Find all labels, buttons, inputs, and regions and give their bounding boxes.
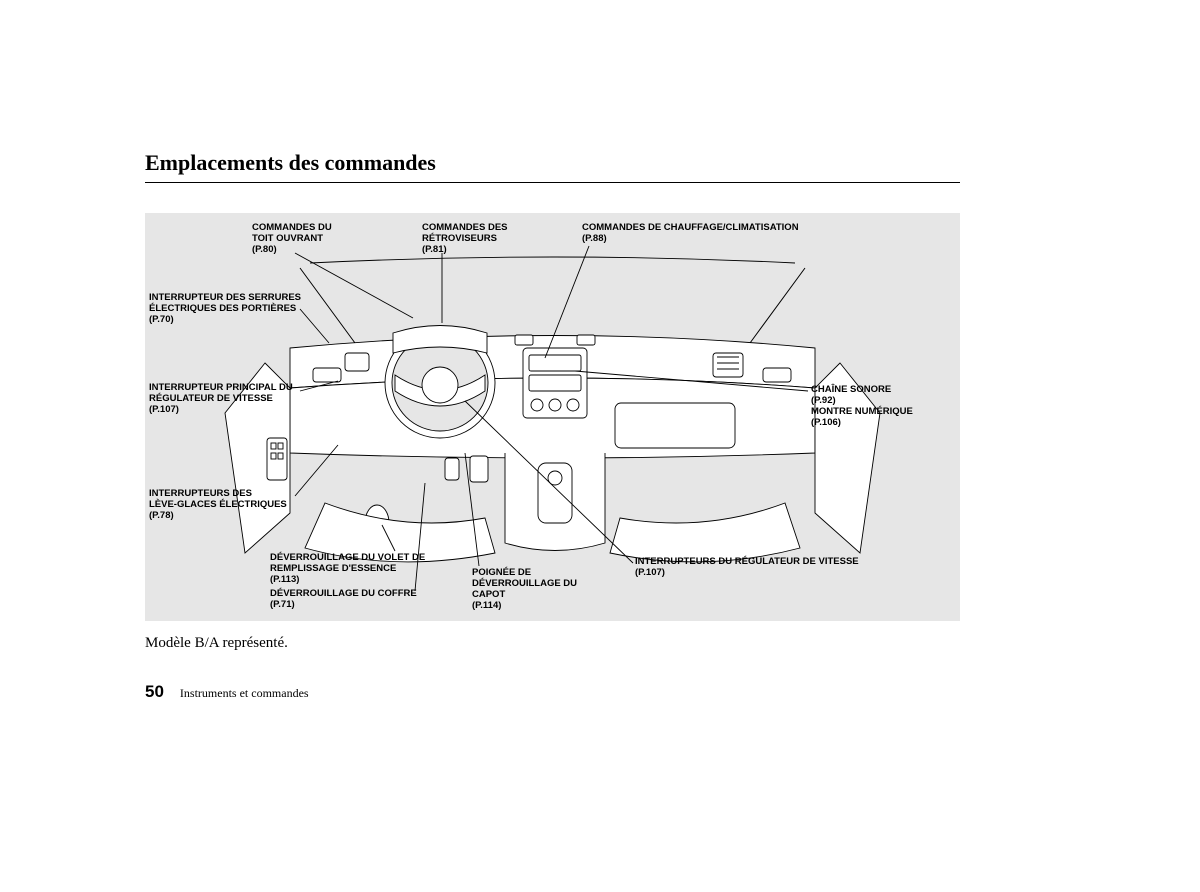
callout-mirrors: COMMANDES DES RÉTROVISEURS (P.81) bbox=[422, 223, 508, 256]
page-footer: 50 Instruments et commandes bbox=[145, 682, 960, 702]
callout-cruise-main: INTERRUPTEUR PRINCIPAL DU RÉGULATEUR DE … bbox=[149, 383, 293, 416]
page-number: 50 bbox=[145, 682, 164, 702]
callout-cruise-switches: INTERRUPTEURS DU RÉGULATEUR DE VITESSE (… bbox=[635, 557, 859, 579]
callout-windows: INTERRUPTEURS DES LÈVE-GLACES ÉLECTRIQUE… bbox=[149, 489, 287, 522]
callout-fuel: DÉVERROUILLAGE DU VOLET DE REMPLISSAGE D… bbox=[270, 553, 425, 586]
callout-doorlock: INTERRUPTEUR DES SERRURES ÉLECTRIQUES DE… bbox=[149, 293, 301, 326]
callout-hood: POIGNÉE DE DÉVERROUILLAGE DU CAPOT (P.11… bbox=[472, 568, 577, 612]
diagram-caption: Modèle B/A représenté. bbox=[145, 635, 960, 652]
callout-audio-clock: CHAÎNE SONORE (P.92) MONTRE NUMÉRIQUE (P… bbox=[811, 385, 913, 429]
callout-trunk: DÉVERROUILLAGE DU COFFRE (P.71) bbox=[270, 589, 417, 611]
section-name: Instruments et commandes bbox=[180, 686, 309, 701]
callout-moonroof: COMMANDES DU TOIT OUVRANT (P.80) bbox=[252, 223, 332, 256]
page-title: Emplacements des commandes bbox=[145, 150, 960, 183]
callout-hvac: COMMANDES DE CHAUFFAGE/CLIMATISATION (P.… bbox=[582, 223, 799, 245]
dashboard-diagram: COMMANDES DU TOIT OUVRANT (P.80) COMMAND… bbox=[145, 213, 960, 621]
